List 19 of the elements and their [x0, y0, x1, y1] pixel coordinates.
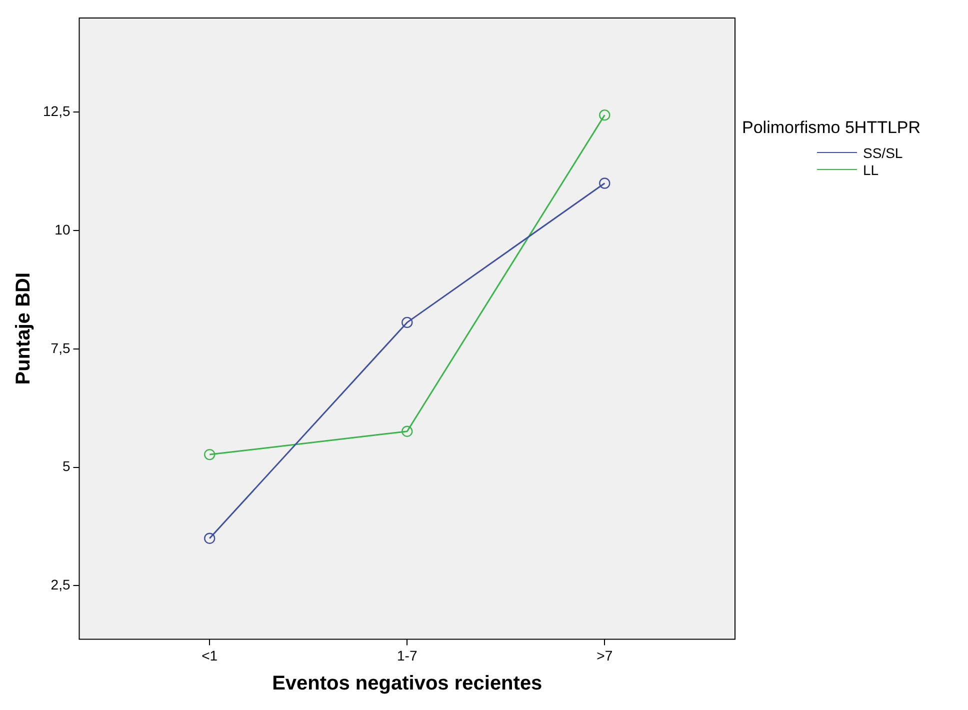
x-tick-label: >7 [596, 647, 613, 664]
x-tick-label: 1-7 [397, 647, 418, 664]
point [204, 532, 216, 544]
point [402, 426, 413, 437]
y-tick-label: 2,5 [50, 576, 70, 593]
y-tick-label: 10 [54, 221, 70, 238]
point [599, 109, 610, 121]
point [599, 178, 610, 189]
legend-label: SS/SL [863, 144, 903, 160]
x-axis-title: Eventos negativos recientes [272, 672, 542, 695]
y-tick-label: 5 [62, 458, 70, 474]
y-tick-label: 12,5 [43, 103, 70, 120]
x-tick-label: <1 [202, 647, 218, 664]
point [204, 448, 216, 460]
point [402, 316, 413, 328]
y-axis-title: Puntaje BDI [12, 272, 35, 385]
legend-label: LL [863, 162, 879, 178]
y-tick-label: 7,5 [50, 340, 70, 356]
legend-title: Polimorfismo 5HTTLPR [742, 118, 921, 138]
